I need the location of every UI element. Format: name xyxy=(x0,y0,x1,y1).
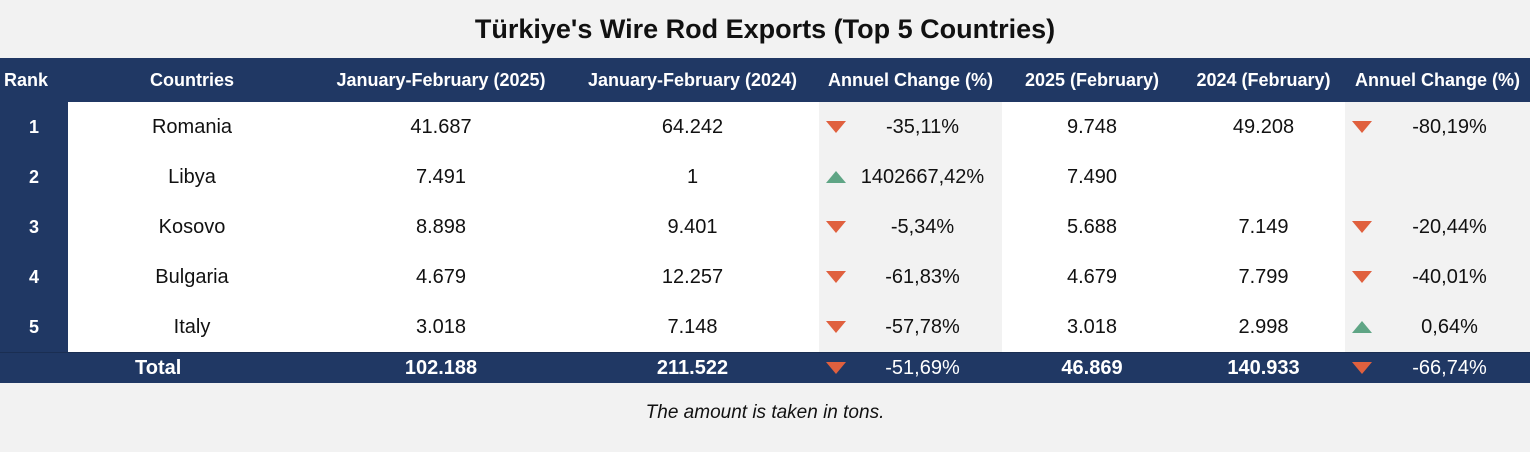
jan-feb-2025-cell: 3.018 xyxy=(316,302,566,353)
total-feb-2024: 140.933 xyxy=(1182,352,1345,383)
down-arrow-icon xyxy=(826,121,846,133)
annual-change-2-cell: -80,19% xyxy=(1345,102,1530,152)
up-arrow-icon xyxy=(1352,321,1372,333)
rank-cell: 3 xyxy=(0,202,68,252)
feb-2025-cell: 9.748 xyxy=(1002,102,1182,152)
header-row: Rank Countries January-February (2025) J… xyxy=(0,58,1530,102)
annual-change-1-cell-value: -35,11% xyxy=(885,115,959,138)
annual-change-1-cell: -57,78% xyxy=(819,302,1002,353)
annual-change-2-cell xyxy=(1345,152,1530,202)
down-arrow-icon xyxy=(826,362,846,374)
country-cell: Kosovo xyxy=(68,202,316,252)
col-header-feb-2025: 2025 (February) xyxy=(1002,58,1182,102)
total-rank-cell xyxy=(0,352,68,383)
annual-change-1-cell: -35,11% xyxy=(819,102,1002,152)
feb-2025-cell: 4.679 xyxy=(1002,252,1182,302)
country-cell: Libya xyxy=(68,152,316,202)
table-row: 2 Libya 7.491 1 1402667,42% 7.490 xyxy=(0,152,1530,202)
jan-feb-2024-cell: 9.401 xyxy=(566,202,819,252)
feb-2025-cell: 7.490 xyxy=(1002,152,1182,202)
jan-feb-2025-cell: 7.491 xyxy=(316,152,566,202)
table-row: 3 Kosovo 8.898 9.401 -5,34% 5.688 7.149 -20,44% xyxy=(0,202,1530,252)
total-jan-feb-2024: 211.522 xyxy=(566,352,819,383)
total-jan-feb-2025: 102.188 xyxy=(316,352,566,383)
col-header-feb-2024: 2024 (February) xyxy=(1182,58,1345,102)
col-header-annual-change-1: Annuel Change (%) xyxy=(819,58,1002,102)
feb-2024-cell: 7.149 xyxy=(1182,202,1345,252)
jan-feb-2024-cell: 12.257 xyxy=(566,252,819,302)
country-cell: Bulgaria xyxy=(68,252,316,302)
jan-feb-2025-cell: 41.687 xyxy=(316,102,566,152)
annual-change-1-cell: -5,34% xyxy=(819,202,1002,252)
annual-change-2-cell-value: -40,01% xyxy=(1412,265,1487,288)
feb-2025-cell: 3.018 xyxy=(1002,302,1182,353)
annual-change-2-cell-value: -20,44% xyxy=(1412,215,1487,238)
feb-2024-cell: 2.998 xyxy=(1182,302,1345,353)
exports-table: Rank Countries January-February (2025) J… xyxy=(0,58,1530,383)
country-cell: Romania xyxy=(68,102,316,152)
annual-change-1-cell-value: -57,78% xyxy=(885,315,960,338)
col-header-jan-feb-2024: January-February (2024) xyxy=(566,58,819,102)
annual-change-2-cell-value: -80,19% xyxy=(1412,115,1487,138)
col-header-countries: Countries xyxy=(68,58,316,102)
feb-2024-cell xyxy=(1182,152,1345,202)
annual-change-2-cell: -40,01% xyxy=(1345,252,1530,302)
jan-feb-2025-cell: 4.679 xyxy=(316,252,566,302)
total-row: Total 102.188 211.522 -51,69% 46.869 140.933 -… xyxy=(0,352,1530,383)
annual-change-1-cell: 1402667,42% xyxy=(819,152,1002,202)
total-feb-2025: 46.869 xyxy=(1002,352,1182,383)
table-row: 1 Romania 41.687 64.242 -35,11% 9.748 49.208 -8… xyxy=(0,102,1530,152)
table-row: 4 Bulgaria 4.679 12.257 -61,83% 4.679 7.799 -40… xyxy=(0,252,1530,302)
feb-2024-cell: 49.208 xyxy=(1182,102,1345,152)
down-arrow-icon xyxy=(1352,121,1372,133)
total-annual-change-2: -66,74% xyxy=(1345,352,1530,383)
annual-change-2-cell: -20,44% xyxy=(1345,202,1530,252)
jan-feb-2024-cell: 1 xyxy=(566,152,819,202)
annual-change-1-cell-value: -5,34% xyxy=(890,215,955,238)
jan-feb-2025-cell: 8.898 xyxy=(316,202,566,252)
rank-cell: 2 xyxy=(0,152,68,202)
total-annual-change-2-value: -66,74% xyxy=(1412,356,1487,379)
rank-cell: 4 xyxy=(0,252,68,302)
annual-change-1-cell-value: 1402667,42% xyxy=(860,165,985,188)
table-row: 5 Italy 3.018 7.148 -57,78% 3.018 2.998 0,64% xyxy=(0,302,1530,353)
annual-change-2-cell: 0,64% xyxy=(1345,302,1530,353)
total-annual-change-1: -51,69% xyxy=(819,352,1002,383)
rank-cell: 5 xyxy=(0,302,68,353)
table-title: Türkiye's Wire Rod Exports (Top 5 Countr… xyxy=(474,13,1056,44)
feb-2024-cell: 7.799 xyxy=(1182,252,1345,302)
jan-feb-2024-cell: 7.148 xyxy=(566,302,819,353)
col-header-annual-change-2: Annuel Change (%) xyxy=(1345,58,1530,102)
total-annual-change-1-value: -51,69% xyxy=(885,356,960,379)
rank-cell: 1 xyxy=(0,102,68,152)
annual-change-1-cell: -61,83% xyxy=(819,252,1002,302)
down-arrow-icon xyxy=(1352,362,1372,374)
annual-change-1-cell-value: -61,83% xyxy=(885,265,960,288)
col-header-jan-feb-2025: January-February (2025) xyxy=(316,58,566,102)
feb-2025-cell: 5.688 xyxy=(1002,202,1182,252)
down-arrow-icon xyxy=(1352,221,1372,233)
col-header-rank: Rank xyxy=(0,58,68,102)
down-arrow-icon xyxy=(826,321,846,333)
down-arrow-icon xyxy=(826,221,846,233)
down-arrow-icon xyxy=(826,271,846,283)
down-arrow-icon xyxy=(1352,271,1372,283)
annual-change-2-cell-value: 0,64% xyxy=(1421,315,1478,338)
unit-note: The amount is taken in tons. xyxy=(645,402,885,423)
total-label: Total xyxy=(68,352,316,383)
up-arrow-icon xyxy=(826,171,846,183)
country-cell: Italy xyxy=(68,302,316,353)
jan-feb-2024-cell: 64.242 xyxy=(566,102,819,152)
